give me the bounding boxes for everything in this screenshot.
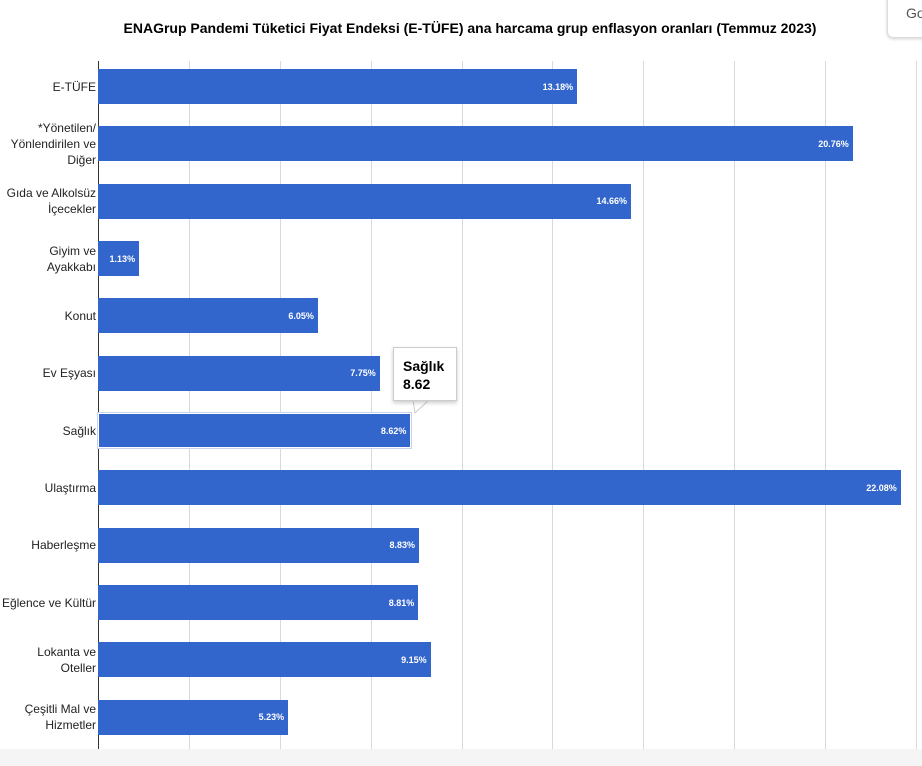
bar[interactable]: 9.15% [98,642,431,678]
bar-value-label: 8.62% [380,425,407,436]
category-label: Giyim ve Ayakkabı [46,243,96,274]
category-label: Çeşitli Mal ve Hizmetler [24,702,96,733]
bar-value-label: 9.15% [401,654,427,665]
tooltip: Sağlık 8.62 [393,347,457,401]
category-label: Haberleşme [31,538,96,553]
plot-area: 13.18% 20.76% 14.66% 1.13% 6.05% 7.75% 8.62% 22… [98,61,917,749]
bar-value-label: 7.75% [350,368,376,379]
bar[interactable]: 1.13% [98,241,140,277]
gridline [371,61,372,749]
category-label: Sağlık [62,423,96,438]
bar-value-label: 13.18% [542,81,574,92]
gridline [825,61,826,749]
category-label: Gıda ve Alkolsüz İçecekler [6,186,96,217]
bar[interactable]: 13.18% [98,69,578,105]
category-label: Ev Eşyası [42,366,96,381]
tooltip-label: Sağlık [403,358,445,374]
gridline [916,61,917,749]
bar[interactable]: 7.75% [98,355,380,391]
y-axis-line [98,61,99,749]
gridline [280,61,281,749]
category-label: E-TÜFE [52,79,96,94]
bar[interactable]: 20.76% [98,126,853,162]
bar[interactable]: 8.83% [98,527,420,563]
corner-button-label: Go [906,5,922,21]
bar[interactable]: 8.81% [98,585,419,621]
category-label: Lokanta ve Oteller [37,644,96,675]
bar-value-label: 5.23% [258,712,285,723]
bar[interactable]: 5.23% [98,699,289,735]
bar-value-label: 22.08% [866,482,897,493]
gridline [189,61,190,749]
bar[interactable]: 8.62% [98,413,412,449]
bar-value-label: 14.66% [596,196,627,207]
bar-value-label: 8.83% [389,540,416,551]
bar-value-label: 6.05% [288,310,314,321]
gridline [643,61,644,749]
category-label: *Yönetilen/ Yönlendirilen ve Diğer [10,120,96,167]
gridline [734,61,735,749]
gridline [552,61,553,749]
category-label: Ulaştırma [44,480,96,495]
bar-value-label: 8.81% [388,597,415,608]
tooltip-pointer [412,400,430,414]
tooltip-value: 8.62 [403,376,431,392]
chart-title: ENAGrup Pandemi Tüketici Fiyat Endeksi (… [123,20,817,36]
bar[interactable]: 14.66% [98,183,631,219]
gridline [462,61,463,749]
category-label: Eğlence ve Kültür [1,595,96,610]
bottom-strip [0,749,922,766]
bar[interactable]: 6.05% [98,298,318,334]
category-label: Konut [64,308,96,323]
bar-value-label: 20.76% [818,138,849,149]
bar[interactable]: 22.08% [98,470,901,506]
bar-value-label: 1.13% [109,253,136,264]
corner-button[interactable]: Go [887,0,922,38]
